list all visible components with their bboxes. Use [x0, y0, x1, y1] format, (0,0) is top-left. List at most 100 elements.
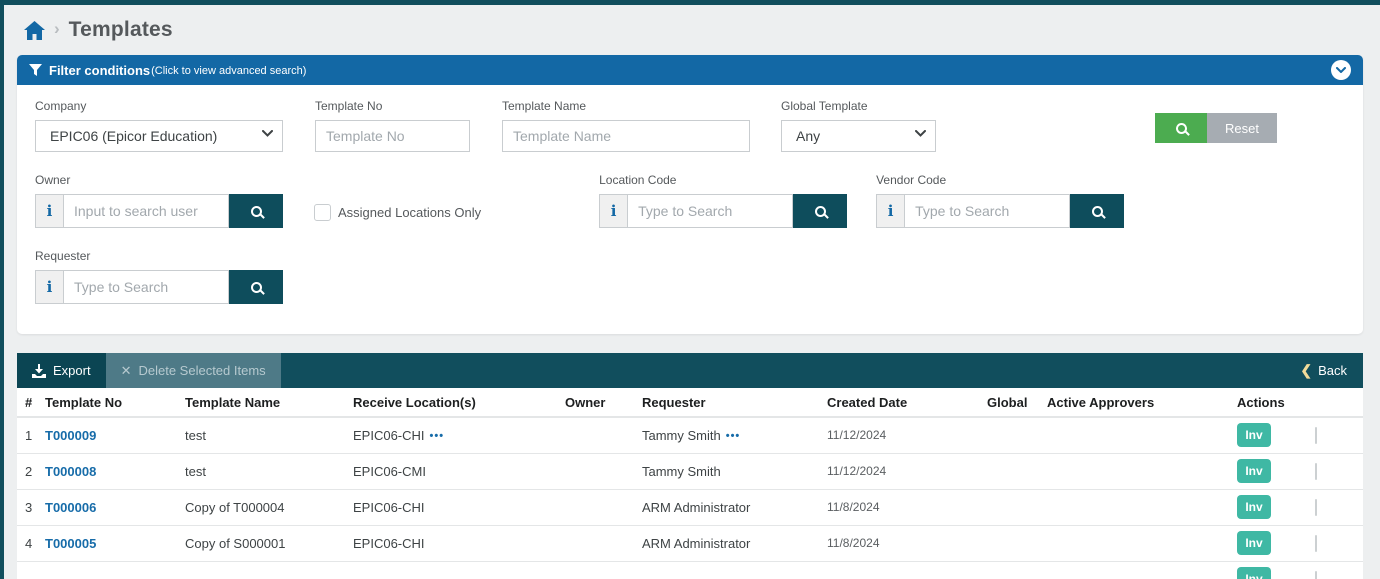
filter-conditions-header[interactable]: Filter conditions (Click to view advance… [17, 55, 1363, 85]
row-num: 4 [17, 525, 41, 562]
row-checkbox[interactable] [1315, 570, 1317, 579]
template-no-field: Template No [315, 99, 470, 152]
template-no-link[interactable]: T000009 [45, 427, 97, 443]
requester-search-button[interactable] [229, 270, 283, 304]
row-num [17, 561, 41, 579]
row-checkbox[interactable] [1315, 498, 1317, 516]
col-header-requester: Requester [638, 388, 823, 418]
vendor-code-input[interactable] [904, 194, 1071, 228]
download-icon [32, 363, 46, 378]
global-template-label: Global Template [781, 99, 868, 113]
info-icon: i [599, 194, 628, 228]
page-title: Templates [68, 18, 173, 41]
template-name-cell: test [181, 417, 349, 454]
info-icon: i [35, 270, 63, 304]
inv-button[interactable]: Inv [1237, 567, 1271, 579]
more-locations-link[interactable]: ••• [429, 429, 445, 442]
assigned-locations-checkbox[interactable] [314, 204, 331, 221]
chevron-left-icon: ❮ [1300, 362, 1313, 378]
location-code-search-button[interactable] [793, 194, 848, 228]
info-icon: i [876, 194, 905, 228]
vendor-code-field: Vendor Code i [876, 173, 1125, 228]
col-header-receive-locations: Receive Location(s) [349, 388, 561, 418]
reset-button[interactable]: Reset [1207, 113, 1277, 143]
active-approvers-cell [1043, 525, 1233, 562]
owner-cell [561, 417, 638, 454]
template-name-label: Template Name [502, 99, 587, 113]
filter-action-buttons: Reset [1155, 113, 1277, 143]
inv-button[interactable]: Inv [1237, 495, 1271, 519]
global-cell [983, 525, 1043, 562]
requester-input[interactable] [63, 270, 229, 304]
company-field: Company EPIC06 (Epicor Education) [35, 99, 283, 152]
table-row: 3 T000006 Copy of T000004 EPIC06-CHI ARM… [17, 489, 1363, 526]
vendor-code-label: Vendor Code [876, 173, 947, 187]
owner-search-button[interactable] [229, 194, 283, 228]
filter-row-1: Company EPIC06 (Epicor Education) Templa… [35, 99, 1345, 152]
back-button[interactable]: ❮ Back [1284, 353, 1363, 388]
collapse-panel-button[interactable] [1331, 60, 1351, 80]
table-row: Inv [17, 561, 1363, 579]
template-name-input[interactable] [502, 120, 750, 152]
col-header-active-approvers: Active Approvers [1043, 388, 1233, 418]
col-header-template-name: Template Name [181, 388, 349, 418]
owner-input[interactable] [63, 194, 229, 228]
template-no-label: Template No [315, 99, 383, 113]
owner-cell [561, 561, 638, 579]
active-approvers-cell [1043, 561, 1233, 579]
row-checkbox[interactable] [1315, 462, 1317, 480]
inv-button[interactable]: Inv [1237, 531, 1271, 555]
requester-field: Requester i [35, 249, 283, 304]
export-button-label: Export [53, 363, 91, 378]
vendor-code-search-button[interactable] [1070, 194, 1125, 228]
inv-button[interactable]: Inv [1237, 459, 1271, 483]
table-row: 4 T000005 Copy of S000001 EPIC06-CHI ARM… [17, 525, 1363, 562]
active-approvers-cell [1043, 489, 1233, 526]
global-cell [983, 417, 1043, 454]
row-num: 3 [17, 489, 41, 526]
assigned-locations-label: Assigned Locations Only [338, 205, 482, 220]
templates-table-panel: Export ✕ Delete Selected Items ❮ Back # … [17, 353, 1363, 579]
delete-button-label: Delete Selected Items [138, 363, 266, 378]
template-no-link[interactable]: T000008 [45, 463, 97, 479]
left-edge-strip [0, 0, 4, 579]
search-icon [250, 281, 262, 293]
requester-cell: Tammy Smith [642, 463, 721, 479]
col-header-actions: Actions [1233, 388, 1311, 418]
template-name-cell [181, 561, 349, 579]
export-button[interactable]: Export [17, 353, 106, 388]
filter-row-3: Requester i [35, 249, 1345, 304]
created-date-cell: 11/12/2024 [823, 453, 983, 490]
template-no-link[interactable]: T000005 [45, 535, 97, 551]
receive-location-cell: EPIC06-CHI [353, 499, 425, 515]
more-requesters-link[interactable]: ••• [725, 429, 741, 442]
created-date-cell [823, 561, 983, 579]
requester-cell: ARM Administrator [642, 499, 751, 515]
company-select[interactable]: EPIC06 (Epicor Education) [35, 120, 283, 152]
filter-panel: Filter conditions (Click to view advance… [17, 55, 1363, 334]
col-header-global: Global [983, 388, 1043, 418]
owner-field: Owner i [35, 173, 283, 228]
template-no-input[interactable] [315, 120, 470, 152]
row-checkbox[interactable] [1315, 534, 1317, 552]
row-checkbox[interactable] [1315, 426, 1317, 444]
location-code-input[interactable] [627, 194, 794, 228]
top-edge-strip [0, 0, 1380, 5]
template-no-link[interactable]: T000006 [45, 499, 97, 515]
home-icon[interactable] [24, 20, 45, 40]
search-icon [1091, 205, 1103, 217]
breadcrumb-chevron-icon: › [54, 19, 60, 38]
requester-cell: Tammy Smith [642, 427, 721, 443]
global-template-select[interactable]: Any [781, 120, 936, 152]
filter-subtitle: (Click to view advanced search) [151, 64, 307, 77]
col-header-owner: Owner [561, 388, 638, 418]
delete-selected-button[interactable]: ✕ Delete Selected Items [105, 353, 281, 388]
search-icon [814, 205, 826, 217]
global-cell [983, 561, 1043, 579]
inv-button[interactable]: Inv [1237, 423, 1271, 448]
filter-funnel-icon [29, 64, 42, 76]
template-name-cell: Copy of T000004 [181, 489, 349, 526]
table-row: 1 T000009 test EPIC06-CHI ••• Tammy Smith… [17, 417, 1363, 454]
search-button[interactable] [1155, 113, 1207, 143]
table-header-row: # Template No Template Name Receive Loca… [17, 388, 1363, 418]
